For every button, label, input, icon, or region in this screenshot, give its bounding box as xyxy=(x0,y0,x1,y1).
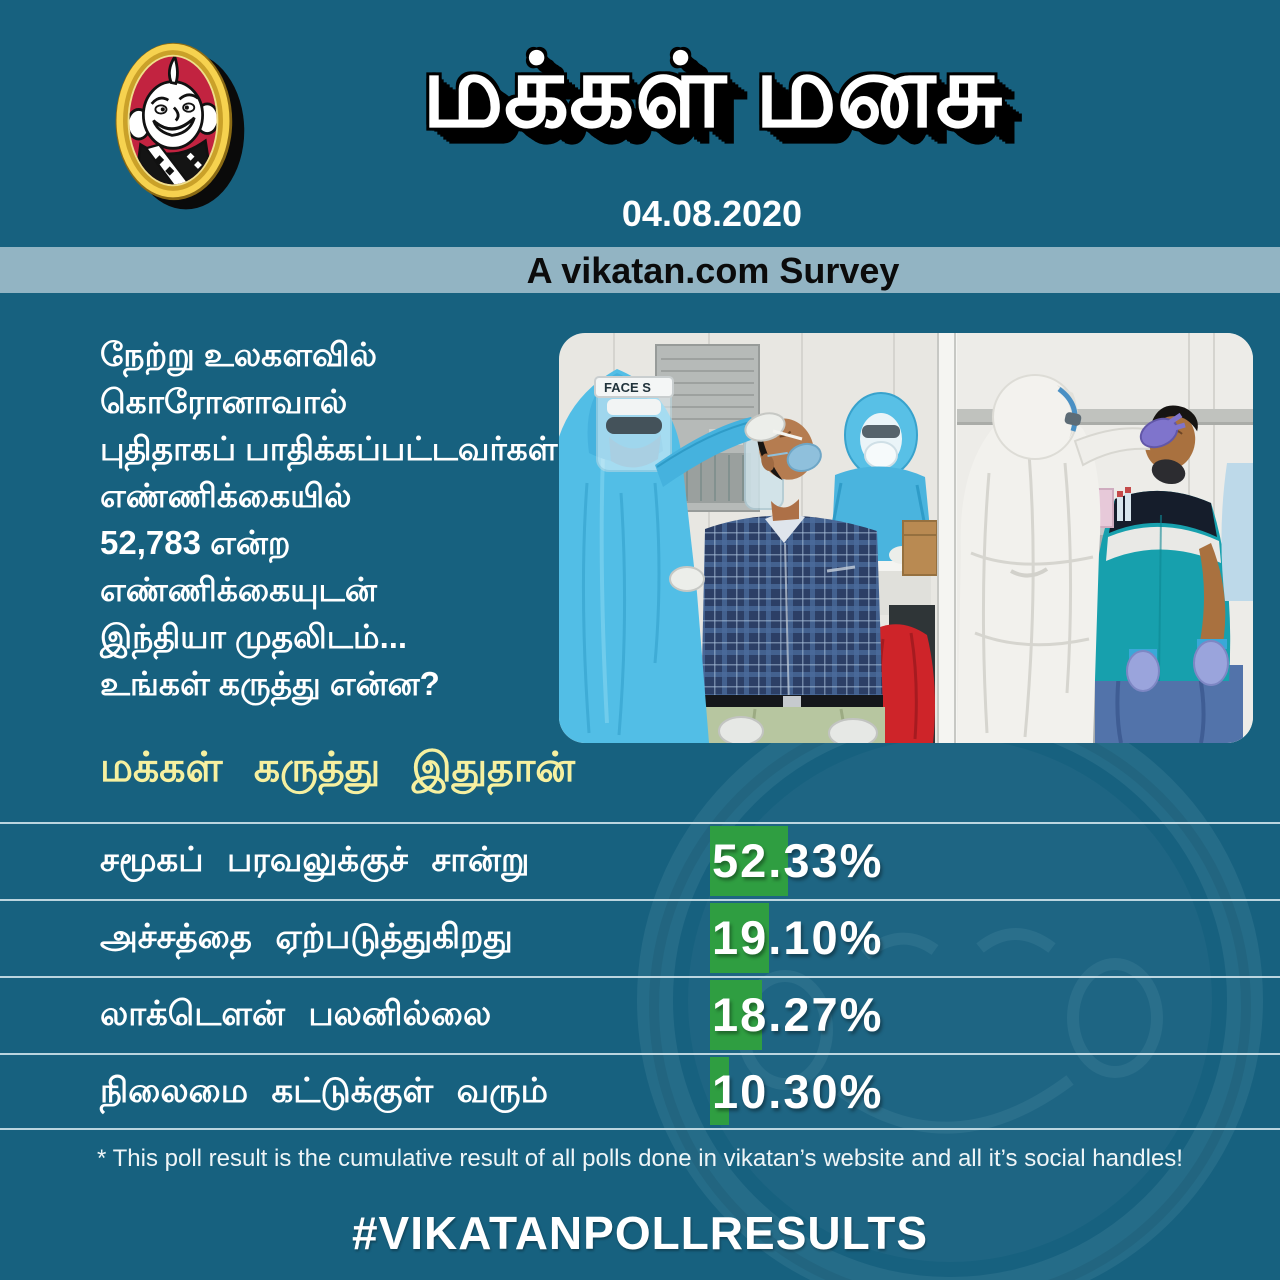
face-shield-label: FACE S xyxy=(604,380,651,395)
chin-mask xyxy=(1151,459,1186,485)
question-line: 52,783 என்ற xyxy=(100,524,291,561)
photo-frame: FACE S xyxy=(559,333,1253,743)
result-value: 18.27% xyxy=(712,988,884,1041)
vikatan-mascot-logo xyxy=(115,42,245,210)
disclaimer-text: * This poll result is the cumulative res… xyxy=(97,1145,1183,1172)
result-bar xyxy=(710,903,769,973)
patient-left xyxy=(701,413,885,743)
hashtag-text: #VIKATANPOLLRESULTS xyxy=(351,1207,929,1259)
result-bar xyxy=(710,826,788,896)
question-line: இந்தியா முதலிடம்... xyxy=(100,618,408,655)
result-label: நிலைமை கட்டுக்குள் வரும் xyxy=(100,1072,548,1110)
result-bar xyxy=(710,1057,729,1125)
question-line: எண்ணிக்கையுடன் xyxy=(100,571,377,608)
far-right-person xyxy=(1221,463,1253,601)
blue-glove xyxy=(1193,640,1229,686)
result-row: லாக்டௌன் பலனில்லை 18.27% xyxy=(0,976,1280,1053)
survey-banner-strip: A vikatan.com Survey xyxy=(0,247,1280,293)
partition-panel xyxy=(937,333,957,743)
result-label: அச்சத்தை ஏற்படுத்துகிறது xyxy=(100,918,513,956)
belt-buckle xyxy=(783,696,801,708)
swab xyxy=(772,429,803,441)
white-glove xyxy=(744,412,786,442)
question-line: கொரோனாவால் xyxy=(100,383,348,420)
results-heading: மக்கள் கருத்து இதுதான் xyxy=(100,744,576,790)
cardboard-box xyxy=(902,520,938,576)
ppe-hood xyxy=(992,374,1078,460)
question-block: நேற்று உலகளவில் கொரோனாவால் புதிதாகப் பாத… xyxy=(100,331,560,707)
covid-testing-photo: FACE S xyxy=(559,333,1253,743)
goggles xyxy=(606,417,662,434)
result-label: லாக்டௌன் பலனில்லை xyxy=(100,995,492,1033)
survey-banner-text: A vikatan.com Survey xyxy=(526,250,900,291)
health-worker-right-white-ppe xyxy=(957,374,1186,743)
title-block: மக்கள் மனசு 04.08.2020 xyxy=(252,30,1172,234)
results-table: சமூகப் பரவலுக்குச் சான்று 52.33% அச்சத்த… xyxy=(0,822,1280,1130)
health-worker-left-cyan-ppe: FACE S xyxy=(559,369,803,743)
result-row: அச்சத்தை ஏற்படுத்துகிறது 19.10% xyxy=(0,899,1280,976)
result-value: 19.10% xyxy=(712,911,884,964)
result-row: நிலைமை கட்டுக்குள் வரும் 10.30% xyxy=(0,1053,1280,1130)
question-line: உங்கள் கருத்து என்ன? xyxy=(100,665,440,702)
result-row: சமூகப் பரவலுக்குச் சான்று 52.33% xyxy=(0,822,1280,899)
result-bar xyxy=(710,980,762,1050)
question-line: புதிதாகப் பாதிக்கப்பட்டவர்கள் xyxy=(100,430,558,467)
question-line: எண்ணிக்கையில் xyxy=(100,477,352,514)
page-title: மக்கள் மனசு xyxy=(421,34,1003,148)
date-label: 04.08.2020 xyxy=(621,193,803,234)
surgical-mask xyxy=(786,442,822,473)
question-line: நேற்று உலகளவில் xyxy=(100,336,377,373)
blue-glove xyxy=(1126,650,1160,692)
result-value: 10.30% xyxy=(712,1065,884,1118)
face-shield-band xyxy=(594,376,674,398)
result-value: 52.33% xyxy=(712,834,884,887)
result-label: சமூகப் பரவலுக்குச் சான்று xyxy=(100,841,530,879)
